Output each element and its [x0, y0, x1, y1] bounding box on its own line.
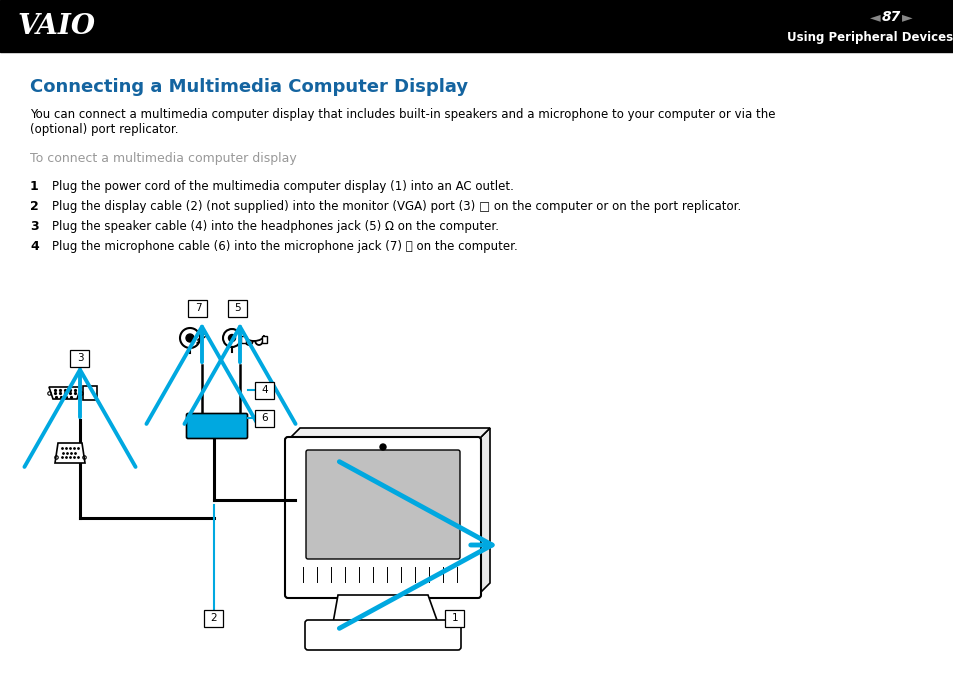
Text: Plug the power cord of the multimedia computer display (1) into an AC outlet.: Plug the power cord of the multimedia co…	[52, 180, 514, 193]
Text: ◄: ◄	[869, 10, 880, 24]
Bar	[241, 336, 246, 343]
Text: Connecting a Multimedia Computer Display: Connecting a Multimedia Computer Display	[30, 78, 468, 96]
Circle shape	[229, 334, 235, 342]
FancyBboxPatch shape	[255, 381, 274, 398]
Text: 6: 6	[261, 413, 268, 423]
Text: 2: 2	[211, 613, 217, 623]
FancyBboxPatch shape	[305, 620, 460, 650]
Polygon shape	[288, 428, 490, 440]
Text: Plug the speaker cable (4) into the headphones jack (5) Ω on the computer.: Plug the speaker cable (4) into the head…	[52, 220, 498, 233]
FancyBboxPatch shape	[255, 410, 274, 427]
Polygon shape	[333, 595, 437, 623]
Text: 87: 87	[881, 10, 900, 24]
Text: 5: 5	[234, 303, 241, 313]
Circle shape	[379, 444, 386, 450]
Polygon shape	[477, 428, 490, 595]
Text: (optional) port replicator.: (optional) port replicator.	[30, 123, 178, 136]
Circle shape	[186, 334, 193, 342]
Polygon shape	[49, 387, 81, 399]
Bar	[262, 336, 267, 343]
Text: Plug the display cable (2) (not supplied) into the monitor (VGA) port (3) □ on t: Plug the display cable (2) (not supplied…	[52, 200, 740, 213]
Text: 1: 1	[30, 180, 39, 193]
Text: 3: 3	[76, 353, 83, 363]
Text: 7: 7	[194, 303, 201, 313]
Text: ►: ►	[901, 10, 911, 24]
Text: To connect a multimedia computer display: To connect a multimedia computer display	[30, 152, 296, 165]
Text: VAIO: VAIO	[18, 13, 96, 40]
Text: 2: 2	[30, 200, 39, 213]
FancyBboxPatch shape	[285, 437, 480, 598]
FancyBboxPatch shape	[445, 609, 464, 627]
Text: 1: 1	[451, 613, 457, 623]
Text: You can connect a multimedia computer display that includes built-in speakers an: You can connect a multimedia computer di…	[30, 108, 775, 121]
Text: 4: 4	[261, 385, 268, 395]
FancyBboxPatch shape	[189, 299, 208, 317]
FancyBboxPatch shape	[229, 299, 247, 317]
FancyBboxPatch shape	[306, 450, 459, 559]
Text: 4: 4	[30, 240, 39, 253]
Text: 3: 3	[30, 220, 38, 233]
FancyBboxPatch shape	[71, 350, 90, 367]
Bar	[83, 386, 97, 400]
FancyBboxPatch shape	[186, 414, 247, 439]
FancyBboxPatch shape	[204, 609, 223, 627]
Text: Plug the microphone cable (6) into the microphone jack (7) 🎤 on the computer.: Plug the microphone cable (6) into the m…	[52, 240, 517, 253]
Bar	[0, 0, 953, 52]
Polygon shape	[55, 443, 85, 463]
Text: Using Peripheral Devices: Using Peripheral Devices	[786, 32, 952, 44]
